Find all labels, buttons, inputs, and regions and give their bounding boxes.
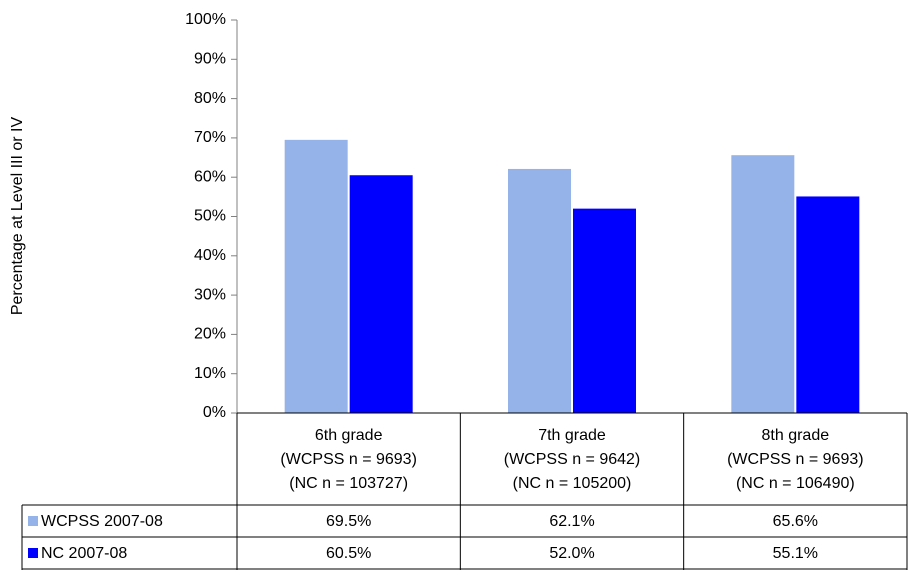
y-axis-label: Percentage at Level III or IV (9, 117, 26, 316)
table-value: 62.1% (549, 513, 594, 530)
x-tick-label: (NC n = 105200) (513, 475, 632, 492)
table-value: 69.5% (326, 513, 371, 530)
legend-swatch (28, 548, 38, 558)
y-tick-label: 70% (194, 129, 226, 146)
bar (796, 196, 860, 413)
bar (349, 175, 413, 413)
y-tick-label: 60% (194, 168, 226, 185)
table-value: 60.5% (326, 545, 371, 562)
legend-label: WCPSS 2007-08 (41, 513, 163, 530)
x-tick-label: (NC n = 106490) (736, 475, 855, 492)
y-tick-label: 30% (194, 286, 226, 303)
x-tick-label: (NC n = 103727) (289, 475, 408, 492)
x-tick-label: 7th grade (538, 427, 606, 444)
y-tick-label: 20% (194, 326, 226, 343)
y-tick-label: 80% (194, 90, 226, 107)
x-tick-label: 8th grade (762, 427, 830, 444)
y-tick-label: 100% (185, 11, 226, 28)
table-value: 52.0% (549, 545, 594, 562)
legend-label: NC 2007-08 (41, 545, 127, 562)
x-tick-label: (WCPSS n = 9642) (504, 451, 641, 468)
table-value: 55.1% (773, 545, 818, 562)
y-tick-label: 10% (194, 365, 226, 382)
bar (284, 139, 348, 414)
table-value: 65.6% (773, 513, 818, 530)
x-tick-label: 6th grade (315, 427, 383, 444)
y-tick-label: 90% (194, 51, 226, 68)
bar (731, 155, 795, 413)
x-tick-label: (WCPSS n = 9693) (727, 451, 864, 468)
y-tick-label: 50% (194, 208, 226, 225)
bar (508, 168, 571, 413)
x-tick-label: (WCPSS n = 9693) (280, 451, 417, 468)
y-tick-label: 0% (203, 404, 226, 421)
y-tick-label: 40% (194, 247, 226, 264)
bar (573, 208, 636, 413)
legend-swatch (28, 516, 38, 526)
